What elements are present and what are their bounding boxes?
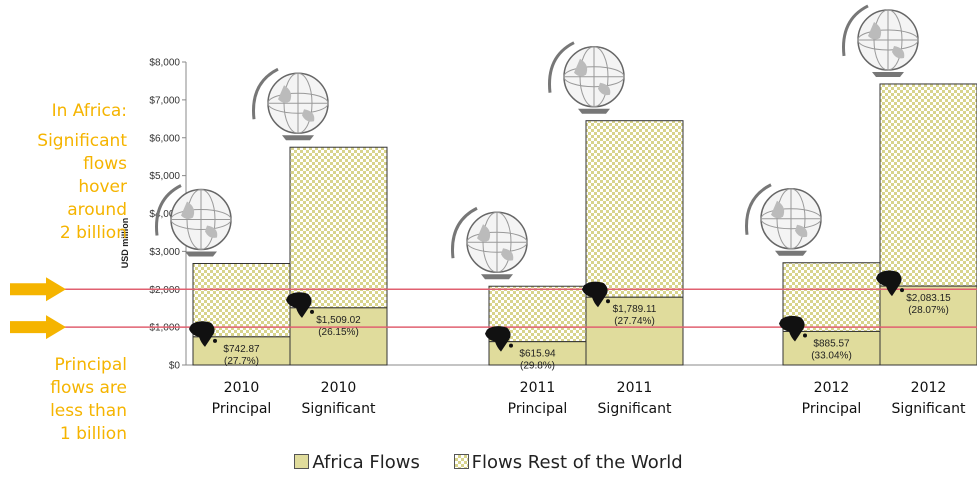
- data-label-percent: (27.74%): [614, 316, 655, 327]
- side-note-line: around: [67, 200, 127, 220]
- y-tick-label: $0: [169, 361, 181, 372]
- x-category-year: 2010: [321, 380, 357, 396]
- bar-africa: [289, 307, 388, 366]
- side-note-line: less than: [50, 401, 127, 421]
- globe-icon: [842, 4, 920, 79]
- data-label-value: $2,083.15: [906, 293, 951, 304]
- side-note-line: Significant: [37, 131, 127, 151]
- bar-africa: [192, 336, 291, 366]
- x-category-type: Principal: [508, 401, 568, 417]
- x-category-type: Principal: [212, 401, 272, 417]
- legend-item-africa: Africa Flows: [294, 452, 420, 473]
- x-category-type: Significant: [598, 401, 672, 417]
- data-label-value: $885.57: [813, 338, 850, 349]
- y-tick-label: $8,000: [149, 58, 180, 69]
- side-note-significant: In Africa: Significant flows hover aroun…: [0, 100, 127, 245]
- x-category-year: 2011: [520, 380, 556, 396]
- globe-icon: [155, 183, 233, 258]
- y-tick-label: $4,000: [149, 209, 180, 220]
- side-note-line: 1 billion: [59, 424, 127, 444]
- globe-icon: [252, 67, 330, 142]
- data-label-percent: (27.7%): [224, 356, 259, 367]
- side-note-line: hover: [78, 177, 127, 197]
- x-category-type: Significant: [302, 401, 376, 417]
- x-category-type: Principal: [802, 401, 862, 417]
- y-tick-label: $6,000: [149, 133, 180, 144]
- legend-swatch-rest: [453, 454, 469, 469]
- arrow-right-icon: [10, 315, 66, 340]
- legend-item-rest: Flows Rest of the World: [453, 452, 683, 473]
- x-category-year: 2012: [911, 380, 947, 396]
- side-note-line: flows are: [50, 378, 127, 398]
- x-category-year: 2011: [617, 380, 653, 396]
- y-tick-label: $7,000: [149, 95, 180, 106]
- data-label-value: $1,789.11: [613, 304, 657, 315]
- globe-icon: [745, 183, 823, 258]
- bar-rest-of-world: [289, 146, 388, 309]
- bar-africa: [782, 330, 881, 366]
- y-tick-label: $2,000: [149, 285, 180, 296]
- y-axis-label: USD million: [120, 218, 130, 269]
- legend-label-rest: Flows Rest of the World: [471, 452, 683, 473]
- globe-icon: [548, 41, 626, 116]
- data-label-percent: (33.04%): [811, 350, 852, 361]
- data-label-percent: (28.07%): [908, 305, 949, 316]
- side-note-line: In Africa:: [51, 101, 127, 121]
- side-note-line: flows: [83, 154, 127, 174]
- bar-africa: [879, 285, 977, 366]
- y-tick-label: $1,000: [149, 323, 180, 334]
- bar-africa: [585, 296, 684, 366]
- x-category-year: 2012: [814, 380, 850, 396]
- data-label-value: $615.94: [519, 349, 556, 360]
- data-label-percent: (26.15%): [318, 327, 359, 338]
- x-category-type: Significant: [892, 401, 966, 417]
- chart-legend: Africa Flows Flows Rest of the World: [0, 452, 977, 473]
- y-tick-label: $3,000: [149, 247, 180, 258]
- arrow-right-icon: [10, 277, 66, 302]
- legend-swatch-africa: [294, 454, 310, 469]
- bar-rest-of-world: [879, 83, 977, 287]
- side-note-line: Principal: [54, 355, 127, 375]
- legend-label-africa: Africa Flows: [312, 452, 420, 473]
- x-category-year: 2010: [224, 380, 260, 396]
- y-tick-label: $5,000: [149, 171, 180, 182]
- data-label-value: $742.87: [223, 344, 260, 355]
- globe-icon: [451, 206, 529, 281]
- bar-rest-of-world: [585, 120, 684, 298]
- data-label-value: $1,509.02: [316, 315, 361, 326]
- side-note-principal: Principal flows are less than 1 billion: [0, 354, 127, 446]
- side-note-line: 2 billion: [59, 223, 127, 243]
- data-label-percent: (29.8%): [520, 361, 555, 372]
